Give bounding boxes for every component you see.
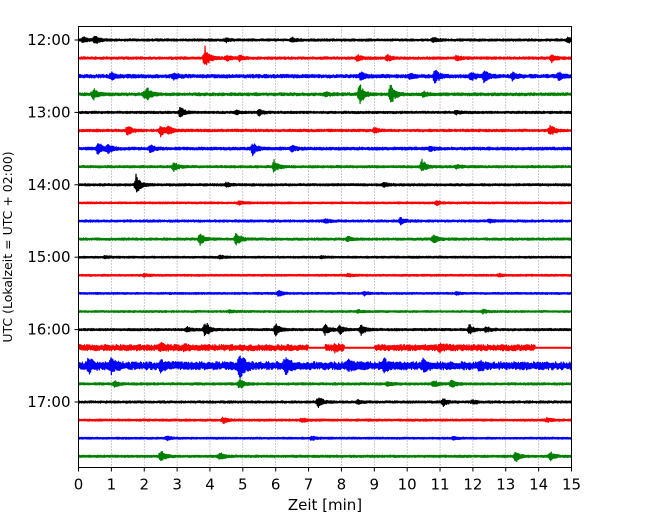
y-axis-title: UTC (Lokalzeit = UTC + 02:00) [0, 151, 15, 342]
x-tick-label: 15 [562, 476, 581, 494]
x-tick-label: 14 [529, 476, 548, 494]
x-tick-label: 8 [337, 476, 347, 494]
x-tick-label: 12 [463, 476, 482, 494]
x-tick-label: 7 [304, 476, 314, 494]
x-tick-label: 11 [430, 476, 449, 494]
x-axis-title: Zeit [min] [288, 496, 362, 514]
y-tick-label: 13:00 [27, 103, 70, 121]
y-axis: 12:00 13:00 14:00 15:00 16:00 17:00 [27, 31, 79, 411]
seismogram-trace-1630 [77, 355, 573, 378]
plot-frame [78, 26, 572, 468]
x-tick-label: 10 [398, 476, 417, 494]
trace-group [77, 35, 573, 463]
x-tick-label: 6 [271, 476, 281, 494]
y-tick-label: 17:00 [27, 393, 70, 411]
seismogram-trace-1430 [77, 216, 573, 226]
y-tick-label: 16:00 [27, 321, 70, 339]
x-tick-label: 5 [238, 476, 248, 494]
x-tick-label: 13 [496, 476, 515, 494]
x-tick-label: 3 [172, 476, 182, 494]
x-tick-label: 0 [74, 476, 84, 494]
x-tick-label: 2 [139, 476, 149, 494]
x-tick-label: 9 [370, 476, 380, 494]
y-tick-label: 14:00 [27, 176, 70, 194]
y-tick-label: 15:00 [27, 248, 70, 266]
y-tick-label: 12:00 [27, 31, 70, 49]
x-tick-label: 1 [107, 476, 117, 494]
x-tick-label: 4 [205, 476, 215, 494]
seismogram-trace-1700 [77, 397, 573, 409]
x-axis: 0 1 2 3 4 5 6 7 8 9 10 11 12 13 14 15 [74, 467, 581, 494]
